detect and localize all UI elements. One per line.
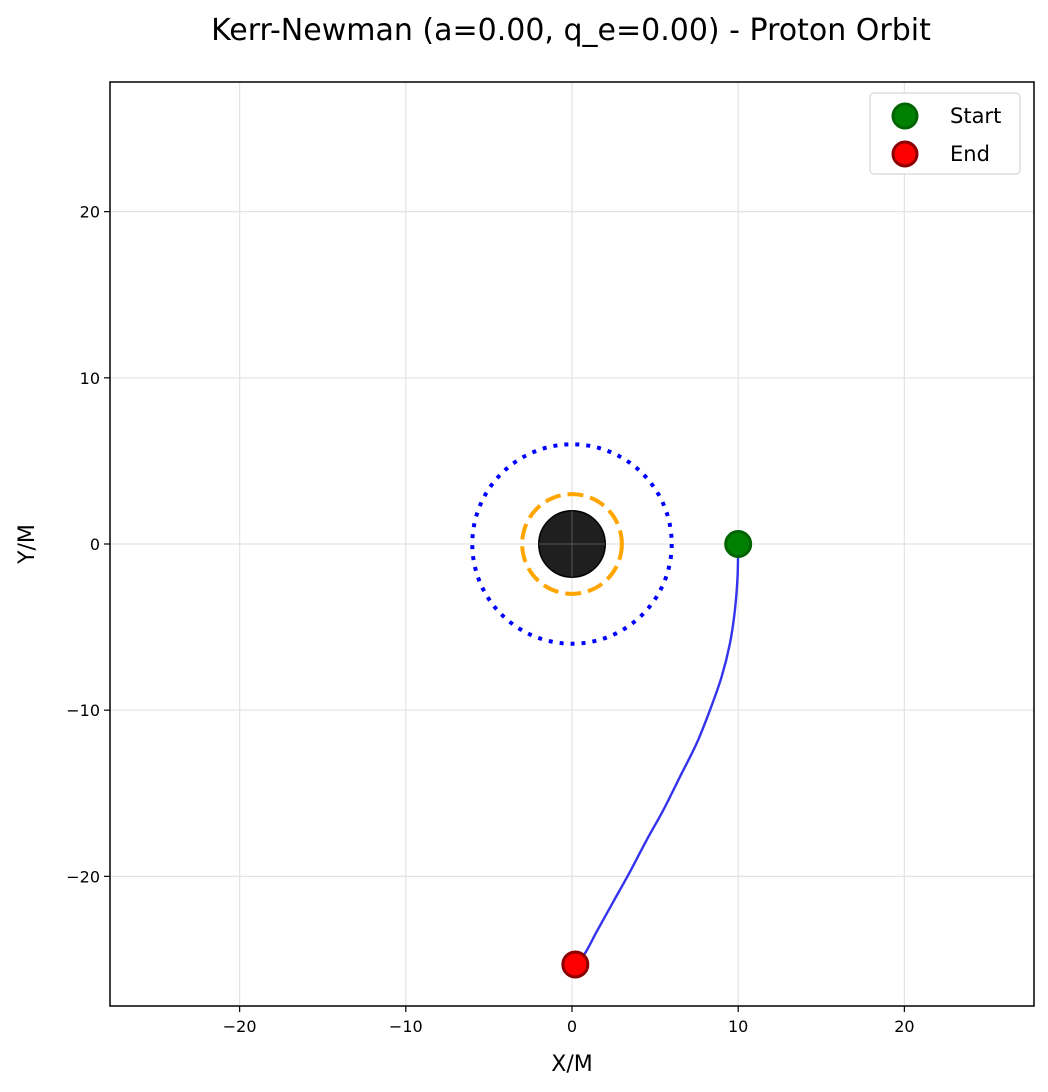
photon-sphere-circle xyxy=(520,492,624,596)
x-tick-label: 0 xyxy=(567,1017,577,1036)
y-ticks: −20 −10 0 10 20 xyxy=(66,203,110,886)
x-ticks: −20 −10 0 10 20 xyxy=(223,1006,915,1036)
legend-end-label: End xyxy=(950,142,990,166)
x-tick-label: 20 xyxy=(894,1017,914,1036)
isco-circle xyxy=(470,442,674,646)
y-axis-label: Y/M xyxy=(15,524,40,565)
y-tick-label: 0 xyxy=(90,535,100,554)
y-tick-label: −10 xyxy=(66,701,100,720)
start-marker xyxy=(724,530,753,558)
markers-layer xyxy=(561,530,753,979)
y-tick-label: 10 xyxy=(80,369,100,388)
x-axis-label: X/M xyxy=(551,1052,592,1077)
x-tick-label: −10 xyxy=(389,1017,423,1036)
end-marker xyxy=(561,950,590,979)
legend: Start End xyxy=(869,92,1021,175)
orbit-line xyxy=(574,543,740,966)
x-tick-label: 10 xyxy=(728,1017,748,1036)
legend-end-marker xyxy=(891,140,919,168)
series-layer xyxy=(574,543,740,966)
x-tick-label: −20 xyxy=(223,1017,257,1036)
legend-start-label: Start xyxy=(950,104,1001,128)
y-tick-label: 20 xyxy=(80,203,100,222)
legend-start-marker xyxy=(891,102,919,130)
objects-layer xyxy=(470,442,674,646)
y-tick-label: −20 xyxy=(66,867,100,886)
chart-title: Kerr-Newman (a=0.00, q_e=0.00) - Proton … xyxy=(211,13,931,48)
